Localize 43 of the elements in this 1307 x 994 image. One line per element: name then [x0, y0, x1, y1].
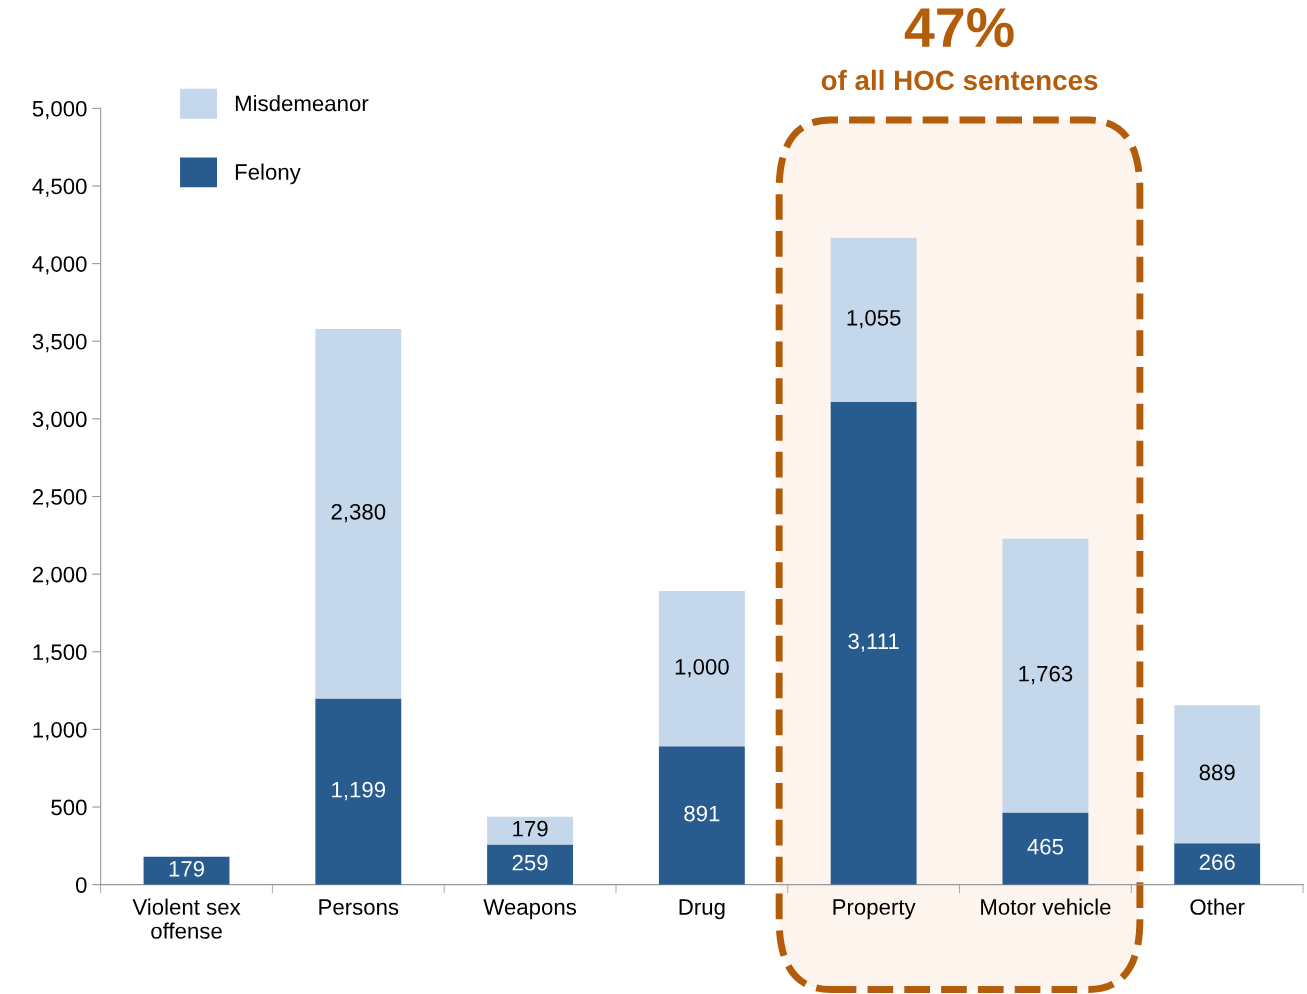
data-label: 1,199	[332, 781, 386, 801]
y-tick-label: 0	[75, 877, 87, 893]
data-label: 179	[169, 860, 205, 877]
y-tick-label: 500	[51, 799, 87, 816]
data-label: 1,000	[675, 658, 729, 678]
data-label: 3,111	[848, 633, 899, 652]
text: of all HOC sentences	[821, 69, 1098, 91]
data-label: 259	[512, 854, 548, 871]
x-tick-label: Drug	[679, 899, 725, 920]
legend-label: Felony	[235, 163, 301, 185]
bar	[315, 328, 402, 699]
data-label: 889	[1199, 764, 1235, 781]
bar	[1174, 843, 1261, 885]
bar	[487, 844, 574, 885]
y-tick-label: 5,000	[32, 100, 87, 120]
bar	[487, 816, 574, 845]
legend-label: Misdemeanor	[235, 94, 369, 112]
bar	[1174, 705, 1261, 844]
data-label: 891	[684, 805, 720, 822]
y-tick-label: 2,500	[32, 489, 87, 508]
y-tick-label: 2,000	[32, 566, 87, 586]
data-label: 2,380	[331, 503, 386, 523]
bar	[658, 591, 745, 747]
x-tick-label: Persons	[319, 899, 399, 915]
bar	[315, 698, 402, 885]
x-tick-label: Violent sex offense	[132, 898, 241, 939]
y-tick-label: 3,500	[32, 333, 87, 353]
y-tick-label: 1,500	[33, 644, 87, 663]
data-label: 266	[1199, 854, 1235, 870]
y-tick-label: 4,500	[32, 178, 87, 197]
x-tick-label: Motor vehicle	[981, 898, 1111, 915]
y-tick-label: 4,000	[32, 256, 87, 275]
x-tick-label: Property	[833, 899, 916, 920]
data-label: 1,763	[1019, 665, 1073, 685]
y-tick-label: 1,000	[33, 721, 87, 741]
data-label: 179	[513, 820, 548, 837]
x-tick-label: Weapons	[483, 899, 577, 920]
bar	[658, 746, 745, 885]
y-tick-label: 3,000	[32, 411, 87, 430]
data-label: 1,055	[847, 309, 901, 329]
x-tick-label: Other	[1190, 898, 1245, 915]
text: 47%	[904, 7, 1014, 48]
data-label: 465	[1027, 838, 1064, 855]
